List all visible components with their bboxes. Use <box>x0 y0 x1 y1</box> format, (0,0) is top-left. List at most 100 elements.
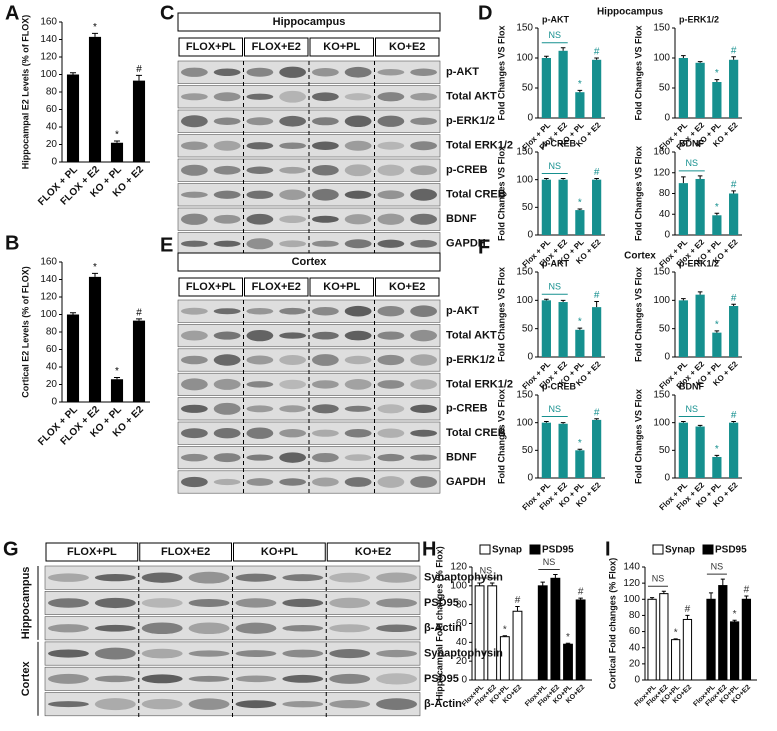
significance-mark: * <box>733 609 737 620</box>
band <box>377 239 405 248</box>
band <box>377 404 405 414</box>
group-label: KO+PL <box>261 546 298 558</box>
bar <box>729 422 739 478</box>
band <box>246 405 274 413</box>
error-bar <box>560 178 566 180</box>
legend-label: Synap <box>665 545 695 556</box>
band <box>181 191 208 198</box>
y-tick-label: 0 <box>527 230 533 241</box>
row-label: Total ERK1/2 <box>446 140 513 152</box>
bar <box>541 300 551 357</box>
y-tick-label: 140 <box>40 34 57 45</box>
band <box>246 213 274 225</box>
y-tick-label: 20 <box>456 656 468 667</box>
band <box>246 67 274 77</box>
band <box>188 622 230 635</box>
y-tick-label: 120 <box>653 167 670 178</box>
bar <box>550 577 561 681</box>
error-bar <box>69 312 77 315</box>
band <box>235 700 277 709</box>
band <box>377 115 405 127</box>
significance-mark: # <box>594 47 600 58</box>
panel-label: H <box>422 538 436 560</box>
group-label: KO+PL <box>323 41 360 53</box>
band <box>410 454 437 461</box>
bar <box>537 585 548 681</box>
row-label: p-AKT <box>446 305 479 317</box>
panel-heading: Cortex <box>624 251 656 262</box>
band <box>344 140 372 151</box>
band <box>312 117 339 126</box>
chart-title: p-ERK1/2 <box>679 258 719 268</box>
band <box>377 354 405 366</box>
error-bar <box>697 424 703 427</box>
band <box>213 378 241 390</box>
group-label: FLOX+E2 <box>161 546 210 558</box>
y-tick-label: 50 <box>659 445 671 456</box>
significance-mark: # <box>136 308 142 319</box>
y-axis-label: Fold Changes VS Flox <box>633 389 643 484</box>
y-axis-label: Fold Changes VS Flox <box>633 25 643 120</box>
y-tick-label: 40 <box>46 122 58 133</box>
y-tick-label: 80 <box>46 327 58 338</box>
significance-mark: # <box>578 587 584 598</box>
bar <box>512 610 523 681</box>
band <box>312 164 339 176</box>
bar <box>575 210 585 235</box>
band <box>213 214 241 224</box>
band <box>246 307 274 315</box>
band <box>246 166 274 174</box>
significance-mark: # <box>136 64 142 75</box>
band <box>344 305 372 317</box>
error-bar <box>577 208 583 211</box>
error-bar <box>697 291 703 295</box>
row-label: p-CREB <box>446 403 488 415</box>
y-tick-label: 100 <box>623 594 640 605</box>
row-label: β-Actin <box>424 698 462 710</box>
significance-mark: * <box>115 366 119 377</box>
band <box>410 165 437 176</box>
bar <box>132 320 146 402</box>
band <box>181 141 208 150</box>
bar <box>695 178 705 235</box>
panel-label: I <box>605 538 611 560</box>
band <box>213 165 241 175</box>
region-label: Cortex <box>20 661 32 697</box>
band <box>246 93 274 100</box>
panel-label: A <box>5 2 19 24</box>
error-bar <box>577 89 583 93</box>
bar <box>110 379 124 402</box>
bar <box>712 456 722 478</box>
error-bar <box>553 574 558 579</box>
bar <box>729 306 739 357</box>
bar <box>66 314 80 402</box>
y-tick-label: 120 <box>40 52 57 63</box>
band <box>213 453 241 463</box>
error-bar <box>560 422 566 424</box>
row-label: β-Actin <box>424 622 462 634</box>
y-tick-label: 150 <box>516 147 533 158</box>
band <box>344 239 372 249</box>
error-bar <box>681 298 686 301</box>
band <box>188 598 230 607</box>
band <box>329 648 371 659</box>
band <box>329 624 371 633</box>
band <box>344 66 372 78</box>
error-bar <box>577 448 583 451</box>
band <box>213 117 241 125</box>
band <box>312 141 339 150</box>
y-tick-label: 60 <box>629 626 641 637</box>
chart-title: BDNF <box>679 381 704 391</box>
y-axis-label: Cortical Fold changes (% Flox) <box>607 558 617 690</box>
band <box>410 188 437 201</box>
y-axis-label: Fold Changes VS Flox <box>633 146 643 241</box>
band <box>181 355 208 365</box>
band <box>279 405 306 413</box>
y-tick-label: 120 <box>40 292 57 303</box>
band <box>329 572 371 583</box>
error-bar <box>135 318 143 321</box>
y-tick-label: 0 <box>634 675 640 686</box>
band <box>213 478 241 486</box>
band <box>377 164 405 176</box>
y-tick-label: 100 <box>516 53 533 64</box>
